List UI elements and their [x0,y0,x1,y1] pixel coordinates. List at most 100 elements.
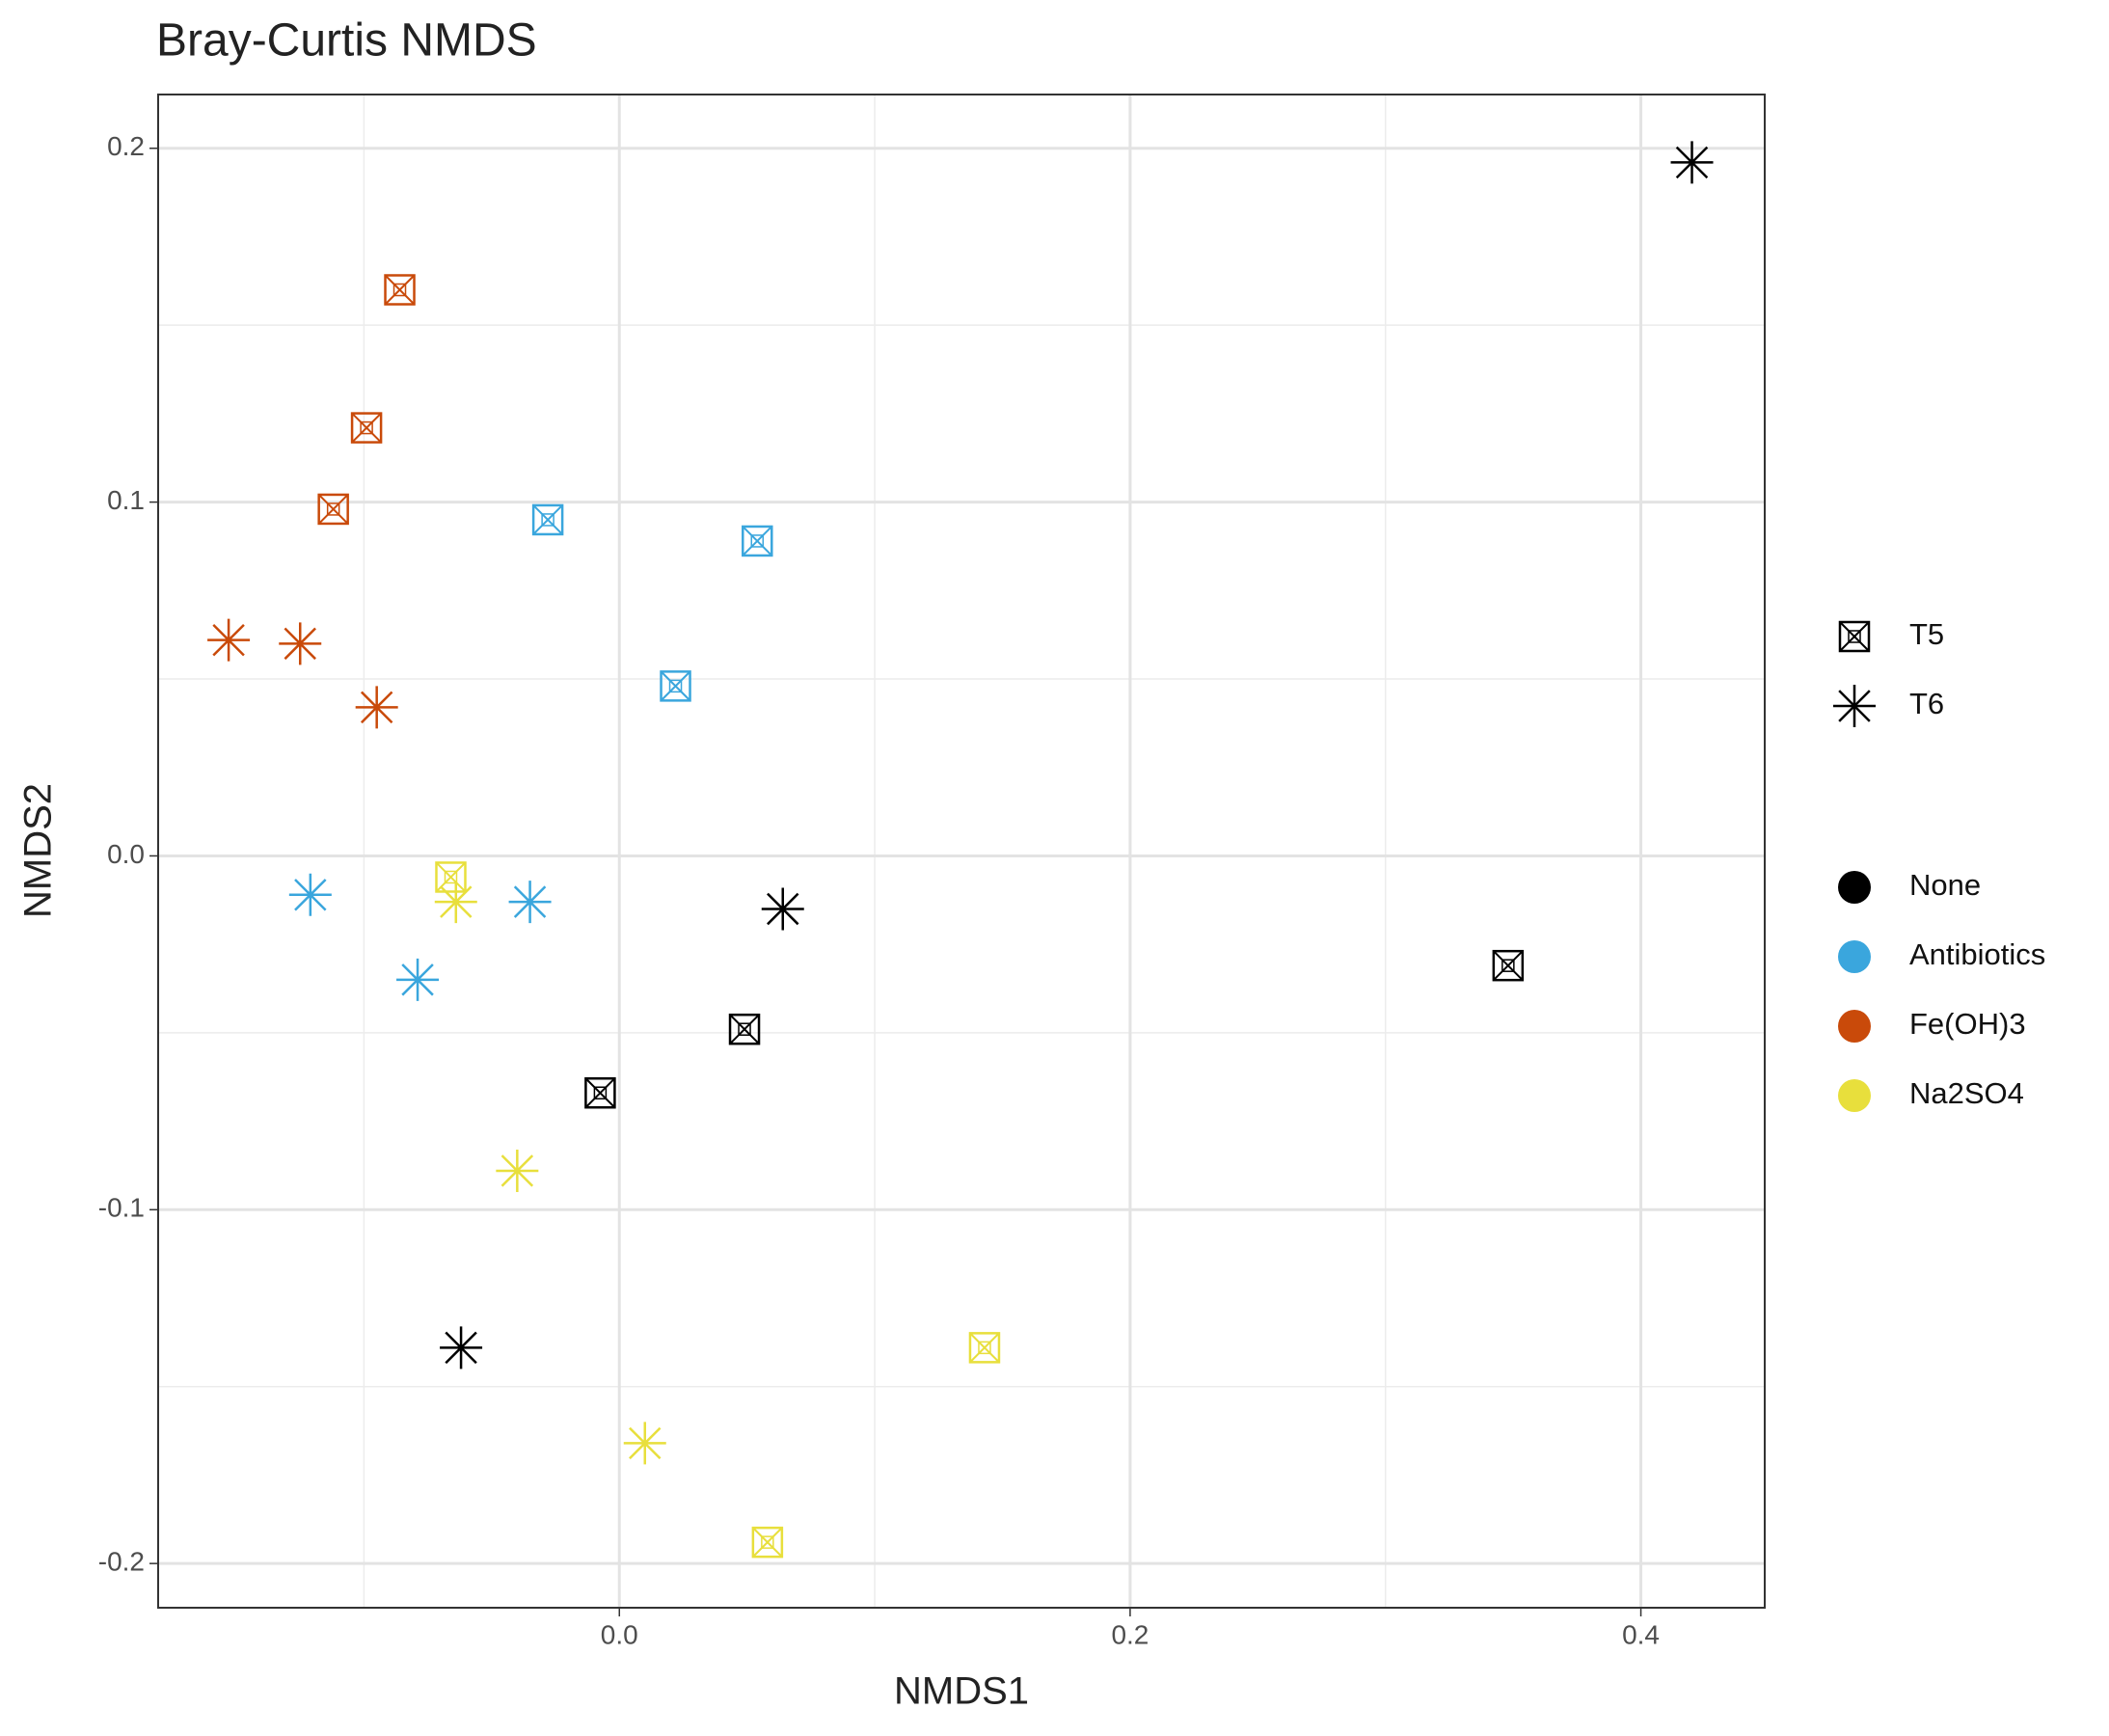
marker-star [440,1326,483,1370]
marker-box [384,274,416,306]
marker-star [496,1149,539,1192]
y-tick-label: -0.1 [98,1193,145,1223]
plot-border [157,94,1766,1609]
point [288,873,332,916]
marker-inner [761,1535,774,1549]
marker-inner [593,1086,608,1099]
y-tick-label: 0.1 [107,485,145,515]
chart-title: Bray-Curtis NMDS [156,15,537,67]
marker-box [660,670,691,702]
marker-inner [541,513,554,527]
point [434,881,477,924]
legend-label: None [1909,868,1981,902]
point [531,503,564,536]
marker-star [288,873,332,916]
point [384,274,416,306]
marker-inner [1848,630,1861,643]
point [623,1422,666,1465]
marker-star [508,881,552,924]
point [440,1326,483,1370]
marker-inner [978,1341,991,1355]
marker-star [396,958,440,1001]
marker-cross [1839,621,1870,652]
marker-box [968,1332,1001,1364]
x-axis-label: NMDS1 [894,1670,1029,1713]
marker-inner [392,283,407,297]
point [508,881,552,924]
marker-inner [1501,959,1515,972]
legend-label: Antibiotics [1909,937,2045,971]
legend-label: T5 [1909,617,1944,651]
marker-box [584,1076,616,1109]
marker-star [1670,141,1714,184]
marker-cross [351,412,382,444]
legend-swatch [1838,1010,1871,1043]
marker-cross [384,274,416,306]
legend-label: Fe(OH)3 [1909,1007,2026,1041]
y-tick-label: 0.2 [107,131,145,161]
point [279,622,322,665]
marker-inner [360,420,373,435]
marker-star [1833,685,1876,727]
marker-cross [752,1527,783,1558]
marker-box [435,861,467,893]
point [396,958,440,1001]
marker-inner [750,534,765,548]
marker-star [355,686,398,729]
marker-star [207,618,251,662]
point [317,493,349,526]
marker-inner [738,1022,751,1036]
point [350,412,383,444]
y-tick-label: -0.2 [98,1547,145,1577]
marker-inner [326,502,340,516]
marker-box [1838,620,1871,653]
marker-inner [444,870,458,884]
point [496,1149,539,1192]
point [742,525,773,557]
point [584,1076,616,1109]
y-tick-label: 0.0 [107,839,145,869]
x-tick-label: 0.0 [601,1619,638,1649]
marker-star [279,622,322,665]
marker-box [1492,949,1525,982]
point [1492,949,1525,982]
marker-box [751,1526,784,1559]
marker-cross [1493,950,1524,981]
point [1838,620,1871,653]
marker-cross [532,504,563,535]
marker-cross [742,526,772,556]
marker-cross [660,670,691,702]
marker-box [350,412,383,444]
x-tick-label: 0.4 [1622,1619,1660,1649]
x-tick-label: 0.2 [1111,1619,1149,1649]
marker-box [317,493,349,526]
point [1670,141,1714,184]
point [207,618,251,662]
point [968,1332,1001,1364]
marker-cross [729,1014,760,1044]
legend-label: T6 [1909,687,1944,720]
marker-box [728,1013,761,1045]
marker-box [531,503,564,536]
point [728,1013,761,1045]
marker-cross [317,494,349,525]
point [1833,685,1876,727]
marker-inner [668,679,683,693]
point [751,1526,784,1559]
y-axis-label: NMDS2 [17,783,60,918]
marker-box [742,525,773,557]
marker-cross [969,1332,1000,1364]
point [761,887,804,931]
legend-label: Na2SO4 [1909,1076,2024,1110]
legend-swatch [1838,940,1871,973]
point [355,686,398,729]
legend-swatch [1838,1079,1871,1112]
marker-star [761,887,804,931]
point [660,670,691,702]
marker-cross [584,1077,616,1108]
legend-swatch [1838,871,1871,904]
point [435,861,467,893]
marker-star [623,1422,666,1465]
marker-star [434,881,477,924]
